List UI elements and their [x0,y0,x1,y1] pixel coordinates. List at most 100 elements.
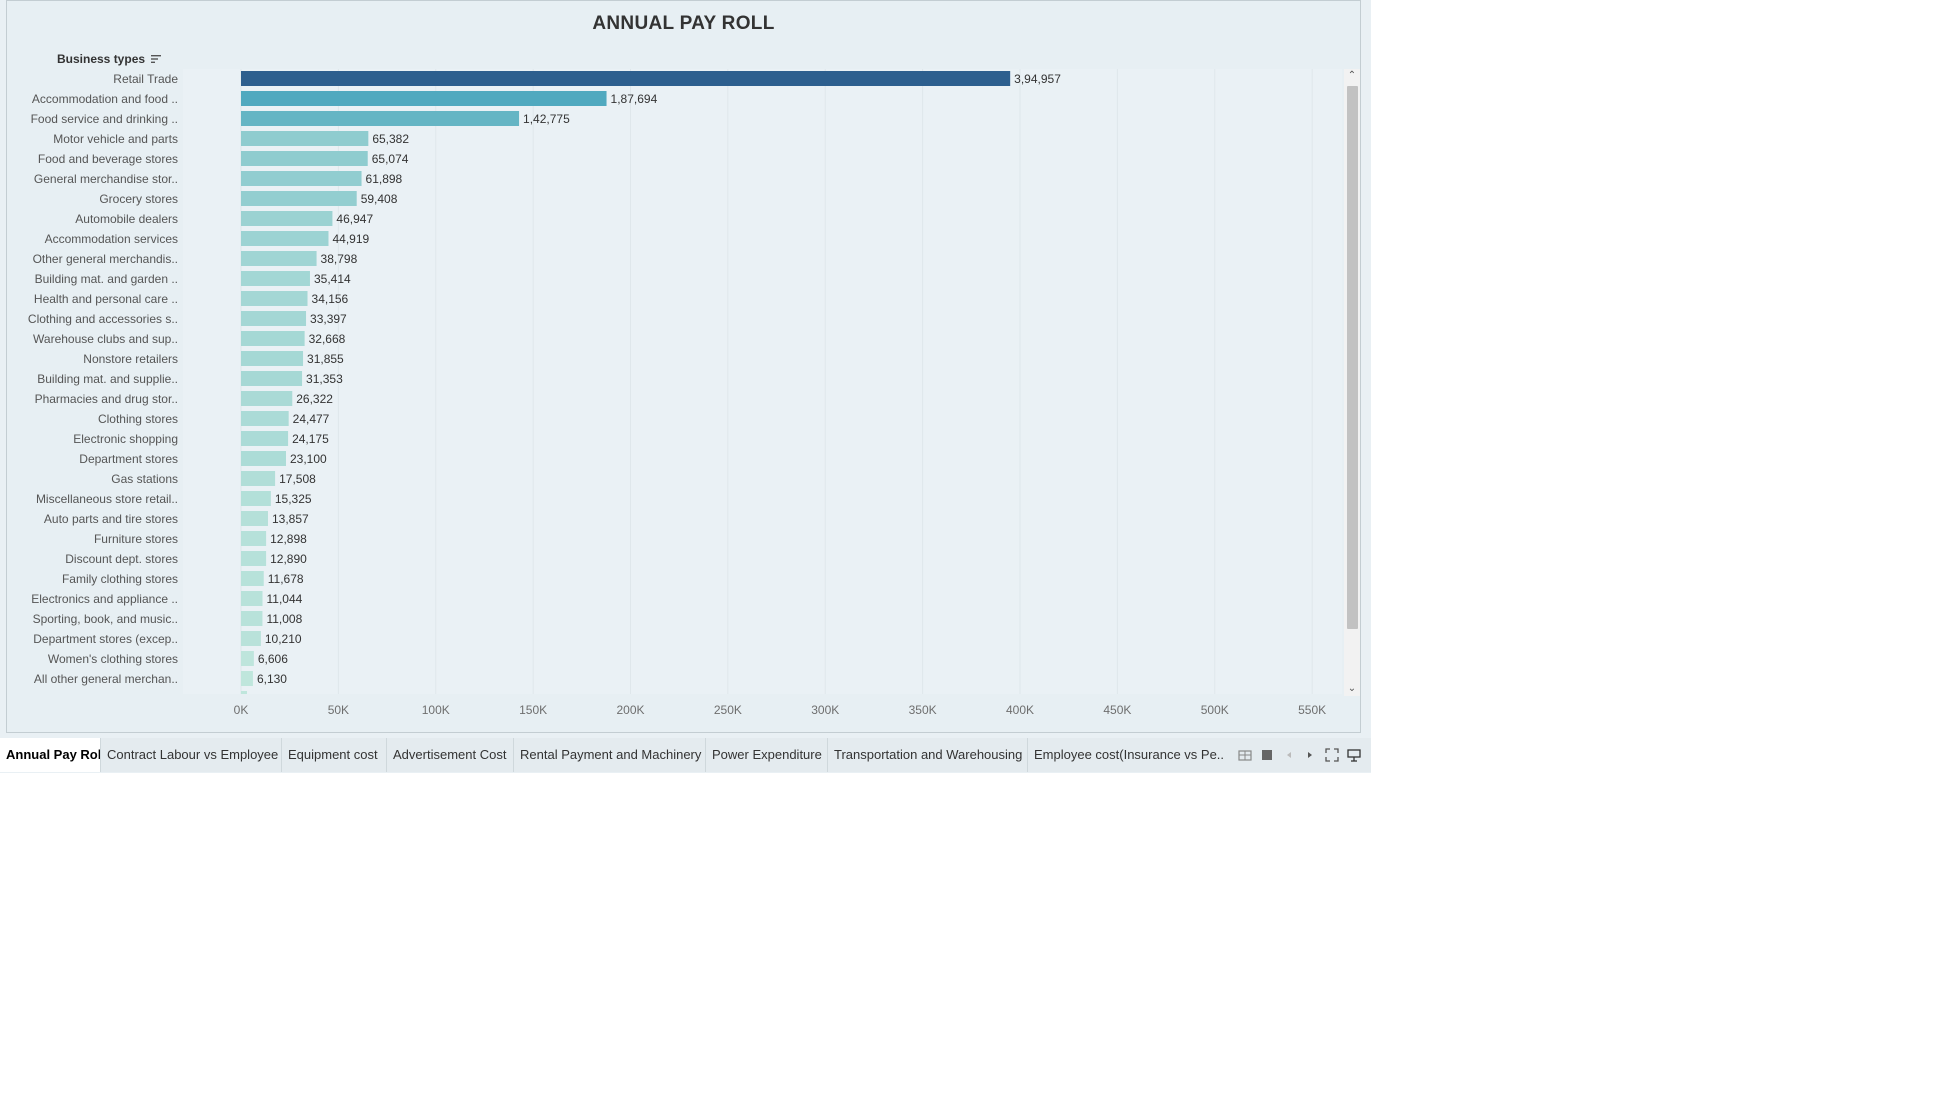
bar [241,171,362,186]
bar [241,91,607,106]
sheet-square-icon[interactable] [1260,748,1274,762]
x-tick-label: 0K [234,703,249,717]
bar [241,591,263,606]
bar [241,611,263,626]
value-label: 31,353 [306,372,343,386]
value-label: 44,919 [332,232,369,246]
value-label: 34,156 [312,292,349,306]
category-label: Miscellaneous store retail.. [36,492,178,506]
category-label: Automobile dealers [75,212,178,226]
bar-partial [241,691,247,694]
plot-area [183,69,1342,694]
bar [241,671,253,686]
value-label: 65,382 [372,132,409,146]
value-label: 11,678 [268,572,304,586]
bar [241,391,293,406]
vertical-scrollbar[interactable]: ⌃ ⌄ [1344,69,1360,696]
bar-chart: Retail Trade 3,94,957 Accommodation and fo… [28,69,1342,717]
value-label: 12,898 [270,532,307,546]
scrollbar-thumb[interactable] [1347,86,1358,629]
value-label: 15,325 [275,492,312,506]
category-label: Department stores (excep.. [33,632,178,646]
category-label: All other general merchan.. [34,672,178,686]
category-label: Grocery stores [99,192,178,206]
value-label: 10,210 [265,632,302,646]
tab-contract-labour-vs-employee[interactable]: Contract Labour vs Employee [101,738,282,772]
value-label: 11,008 [266,612,302,626]
value-label: 12,890 [270,552,307,566]
bar [241,371,303,386]
viz-frame: ANNUAL PAY ROLL Business types Retail Tr… [6,0,1361,733]
bar [241,531,267,546]
category-label: General merchandise stor.. [34,172,178,186]
bar [241,211,333,226]
value-label: 33,397 [310,312,347,326]
tab-rental-payment-and-machinery[interactable]: Rental Payment and Machinery [514,738,706,772]
bar [241,111,520,126]
bar [241,311,307,326]
category-label: Pharmacies and drug stor.. [35,392,178,406]
category-label: Health and personal care .. [34,292,178,306]
category-label: Clothing and accessories s.. [28,312,178,326]
category-label: Nonstore retailers [83,352,178,366]
value-label: 17,508 [279,472,316,486]
bar [241,411,289,426]
tab-equipment-cost[interactable]: Equipment cost [282,738,387,772]
dashboard: ANNUAL PAY ROLL Business types Retail Tr… [0,0,1371,773]
next-sheet-icon[interactable] [1303,748,1317,762]
bar [241,491,271,506]
chevron-up-icon[interactable]: ⌃ [1347,70,1357,81]
fullscreen-icon[interactable] [1325,748,1339,762]
value-label: 31,855 [307,352,344,366]
category-label: Accommodation and food .. [32,92,178,106]
tab-advertisement-cost[interactable]: Advertisement Cost [387,738,514,772]
value-label: 35,414 [314,272,351,286]
category-label: Warehouse clubs and sup.. [33,332,178,346]
field-header[interactable]: Business types [57,52,162,67]
category-label: Clothing stores [98,412,178,426]
sort-descending-icon[interactable] [151,53,162,67]
bar [241,351,304,366]
bar [241,231,329,246]
category-label: Electronic shopping [73,432,178,446]
value-label: 61,898 [366,172,403,186]
tab-annual-pay-roll[interactable]: Annual Pay Roll [0,738,101,772]
presentation-icon[interactable] [1347,748,1361,762]
category-label: Furniture stores [94,532,178,546]
value-label: 3,94,957 [1014,72,1061,86]
category-label: Food and beverage stores [38,152,178,166]
x-tick-label: 150K [519,703,547,717]
x-tick-label: 100K [422,703,450,717]
bar [241,271,310,286]
category-label: Department stores [79,452,178,466]
value-label: 38,798 [321,252,358,266]
tab-transportation-and-warehousing[interactable]: Transportation and Warehousing [828,738,1028,772]
chevron-down-icon[interactable]: ⌄ [1347,683,1357,694]
x-tick-label: 50K [328,703,349,717]
bar [241,251,317,266]
bar [241,131,369,146]
value-label: 13,857 [272,512,309,526]
prev-sheet-icon[interactable] [1282,748,1296,762]
x-tick-label: 400K [1006,703,1034,717]
field-header-label: Business types [57,52,146,66]
value-label: 24,477 [293,412,330,426]
bar [241,631,261,646]
bar [241,471,276,486]
bar [241,331,305,346]
value-label: 24,175 [292,432,329,446]
chart-title: ANNUAL PAY ROLL [592,13,775,34]
value-label: 26,322 [296,392,333,406]
bar [241,451,286,466]
value-label: 32,668 [309,332,346,346]
x-tick-label: 550K [1298,703,1326,717]
tab-employee-cost[interactable]: Employee cost(Insurance vs Pe... [1034,747,1225,762]
category-label: Building mat. and supplie.. [37,372,178,386]
x-tick-label: 350K [909,703,937,717]
tab-power-expenditure[interactable]: Power Expenditure [706,738,828,772]
category-label: Motor vehicle and parts [53,132,178,146]
bar [241,571,264,586]
sheet-grid-icon[interactable] [1238,748,1252,762]
category-label: Sporting, book, and music.. [33,612,178,626]
value-label: 46,947 [336,212,373,226]
